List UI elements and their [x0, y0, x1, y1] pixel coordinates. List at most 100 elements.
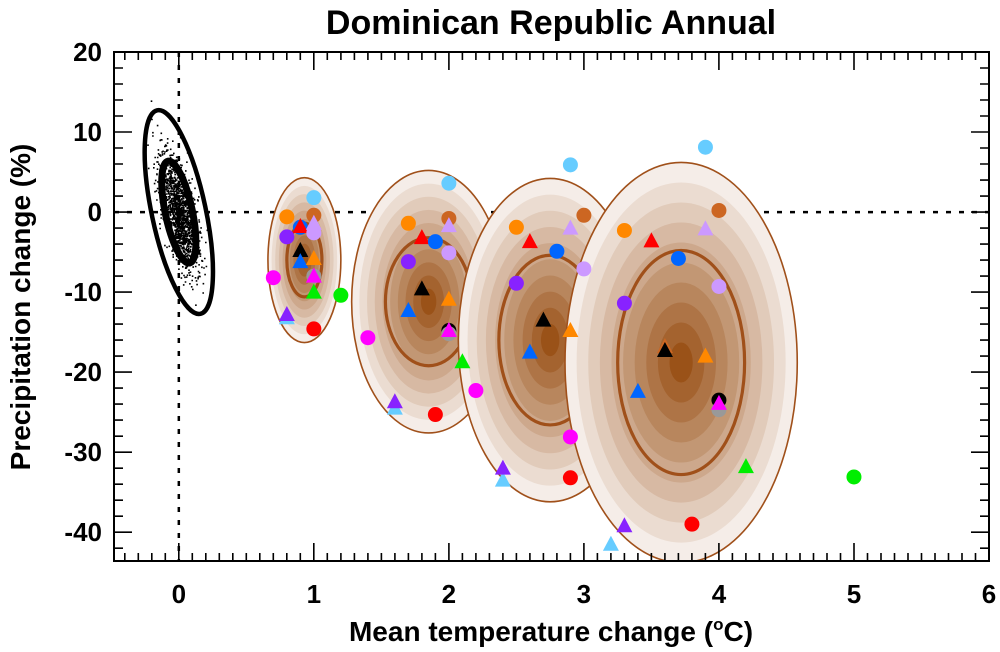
- triangle-marker-green: [454, 353, 471, 369]
- circle-marker-magenta: [360, 330, 376, 346]
- triangle-marker-red: [643, 232, 660, 248]
- triangle-marker-purple: [494, 459, 511, 475]
- triangle-marker-orange: [697, 347, 714, 363]
- circle-marker-chocolate: [711, 202, 727, 218]
- triangle-marker-blue: [521, 343, 538, 359]
- triangle-marker-green: [737, 458, 754, 474]
- y-axis-label: Precipitation change (%): [5, 144, 36, 471]
- x-tick-label: 3: [577, 579, 591, 609]
- y-tick-label: -20: [64, 357, 102, 387]
- x-axis-label-degree: o: [713, 615, 723, 634]
- y-tick-label: 0: [88, 197, 102, 227]
- distribution-period-4: [564, 161, 799, 561]
- triangle-marker-purple: [616, 517, 633, 533]
- circle-marker-lightblue: [441, 175, 457, 191]
- y-tick-label: -40: [64, 517, 102, 547]
- chart-title: Dominican Republic Annual: [326, 4, 776, 42]
- x-tick-label: 1: [307, 579, 321, 609]
- axis-ticks: [114, 51, 990, 561]
- plot-area: [114, 52, 989, 561]
- circle-marker-blue: [549, 243, 565, 259]
- circle-marker-red: [562, 470, 578, 486]
- y-tick-label: -30: [64, 437, 102, 467]
- x-axis-label-main: Mean temperature change (: [349, 616, 714, 647]
- x-tick-label: 2: [442, 579, 456, 609]
- reference-lines: [114, 52, 989, 561]
- distribution-ellipses: [267, 161, 799, 561]
- triangle-marker-magenta: [710, 394, 727, 410]
- circle-marker-orange: [279, 209, 295, 225]
- x-tick-labels: 0 1 2 3 4 5 6: [172, 579, 997, 609]
- circle-marker-lightblue: [306, 190, 322, 206]
- x-axis-label: Mean temperature change (oC): [349, 615, 753, 647]
- shade-band: [540, 323, 560, 357]
- triangle-marker-blue: [629, 382, 646, 398]
- x-tick-label: 0: [172, 579, 186, 609]
- y-tick-label: 10: [73, 117, 102, 147]
- circle-marker-orange: [400, 215, 416, 231]
- circle-marker-green: [846, 469, 862, 485]
- series-period-4: [602, 139, 862, 551]
- circle-marker-lightblue: [562, 157, 578, 173]
- circle-marker-green: [333, 287, 349, 303]
- triangle-marker-black: [535, 311, 552, 327]
- x-tick-label: 4: [712, 579, 727, 609]
- triangle-marker-purple: [386, 393, 403, 409]
- triangle-marker-blue: [292, 253, 309, 269]
- x-tick-label: 5: [847, 579, 861, 609]
- circle-marker-lavender: [576, 261, 592, 277]
- circle-marker-blue: [670, 250, 686, 266]
- circle-marker-magenta: [265, 270, 281, 286]
- series-period-3: [494, 157, 592, 487]
- circle-marker-red: [684, 516, 700, 532]
- x-tick-label: 6: [982, 579, 996, 609]
- circle-marker-purple: [508, 275, 524, 291]
- series-period-1: [265, 190, 376, 346]
- triangle-marker-black: [656, 342, 673, 358]
- circle-marker-orange: [508, 219, 524, 235]
- circle-marker-magenta: [562, 429, 578, 445]
- triangle-marker-blue: [400, 302, 417, 318]
- triangle-marker-magenta: [440, 322, 457, 338]
- noise-ellipse-1: [158, 157, 200, 267]
- triangle-marker-black: [413, 280, 430, 296]
- circle-marker-lavender: [306, 225, 322, 241]
- triangle-marker-orange: [440, 290, 457, 306]
- confidence-contour: [616, 248, 747, 477]
- series-period-2: [386, 175, 484, 423]
- circle-marker-chocolate: [576, 207, 592, 223]
- triangle-marker-lavender: [440, 217, 457, 233]
- triangle-marker-red: [521, 233, 538, 249]
- y-tick-labels: 20 10 0 -10 -20 -30 -40: [64, 37, 102, 547]
- triangle-marker-lavender: [305, 214, 322, 230]
- triangle-marker-black: [292, 241, 309, 257]
- circle-marker-purple: [400, 254, 416, 270]
- triangle-marker-magenta: [305, 267, 322, 283]
- circle-marker-purple: [279, 229, 295, 245]
- natural-variability-cloud: [142, 100, 216, 317]
- triangle-marker-lightblue: [602, 535, 619, 551]
- circle-marker-purple: [616, 295, 632, 311]
- y-tick-label: -10: [64, 277, 102, 307]
- noise-ellipse-2: [142, 107, 216, 317]
- triangle-marker-green: [305, 283, 322, 299]
- triangle-marker-red: [292, 217, 309, 233]
- triangle-marker-purple: [278, 306, 295, 322]
- triangle-marker-orange: [305, 249, 322, 265]
- triangle-marker-red: [413, 229, 430, 245]
- circle-marker-lavender: [441, 245, 457, 261]
- triangle-marker-lightblue: [494, 471, 511, 487]
- triangle-marker-lavender: [697, 220, 714, 236]
- y-tick-label: 20: [73, 37, 102, 67]
- model-markers: [265, 139, 862, 551]
- circle-marker-blue: [427, 234, 443, 250]
- distribution-period-1: [267, 176, 342, 344]
- circle-marker-lightblue: [697, 139, 713, 155]
- circle-marker-magenta: [468, 383, 484, 399]
- plot-frame: [113, 51, 990, 562]
- circle-marker-red: [427, 407, 443, 423]
- circle-marker-orange: [616, 222, 632, 238]
- tick-marks: [114, 51, 990, 561]
- triangle-marker-lavender: [562, 219, 579, 235]
